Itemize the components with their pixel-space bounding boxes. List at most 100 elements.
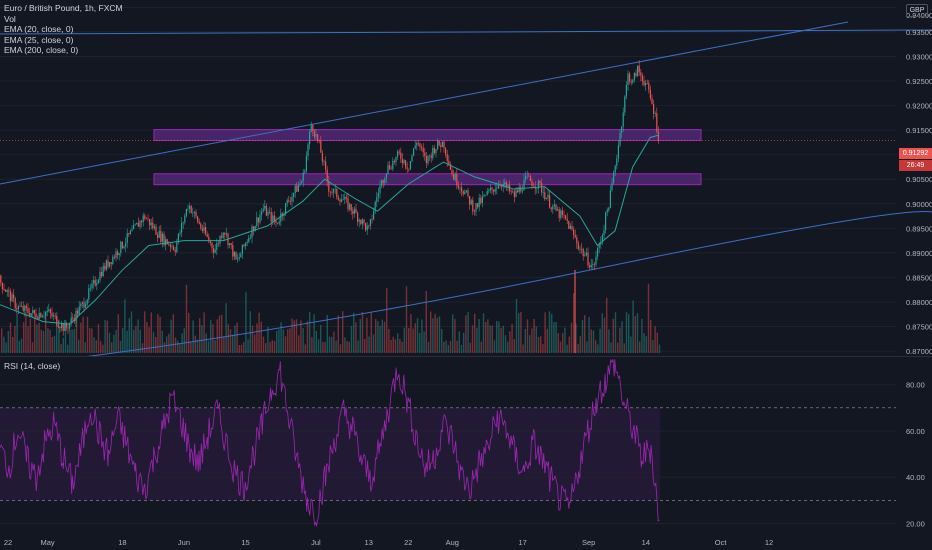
candle-body [187,208,189,210]
study-ema-25[interactable]: EMA (25, close, 0) [4,34,74,45]
candle-body [355,208,357,213]
candle-body [189,205,191,209]
volume-bar [243,341,245,353]
volume-bar [570,322,573,353]
rsi-chart[interactable]: 20.00 40.00 60.00 80.00 [0,357,932,535]
candle-body [14,298,16,309]
volume-bar [75,314,78,353]
price-tick-label: 0.92000 [906,102,932,111]
volume-bar [245,292,247,353]
candle-body [520,186,522,192]
candle-body [646,82,648,84]
candle-body [654,113,656,114]
candle-body [397,151,399,157]
volume-bar [573,293,575,353]
currency-button[interactable]: GBP [906,4,928,17]
candle-body [46,310,48,313]
candle-body [544,192,546,200]
volume-bar [507,341,509,353]
pane-separator[interactable] [0,356,932,357]
candle-body [246,241,248,244]
volume-bar [559,341,562,353]
candle-body [56,316,58,326]
volume-bar [478,319,480,353]
candle-body [475,203,477,212]
volume-bar [40,329,42,353]
candle-body [360,219,362,225]
ema-line [0,134,660,325]
candle-body [72,317,74,319]
candle-body [389,165,391,169]
volume-bar [632,300,634,353]
candle-body [392,160,394,169]
candle-body [320,140,322,153]
symbol-title[interactable]: Euro / British Pound, 1h, FXCM [4,3,123,13]
price-chart[interactable]: 0.87000 0.87500 0.88000 0.88500 0.89000 0.895… [0,0,932,356]
candle-body [211,242,213,249]
candle-body [77,310,79,315]
candle-body [533,185,535,187]
volume-bar [419,332,421,353]
volume-bar [588,317,590,353]
candle-body [296,185,298,192]
volume-bar [432,318,434,353]
rsi-pane[interactable]: 20.00 40.00 60.00 80.00 [0,357,932,535]
candle-body [350,204,352,211]
volume-bar [612,318,614,353]
volume-bar [480,341,482,353]
volume-bar [566,344,568,353]
candle-body [238,257,240,259]
volume-bar [372,334,375,353]
candle-body [219,236,221,244]
candle-body [536,188,538,189]
price-pane[interactable]: 0.87000 0.87500 0.88000 0.88500 0.89000 0.895… [0,0,932,356]
study-ema-20[interactable]: EMA (20, close, 0) [4,24,74,34]
candle-body [371,219,373,220]
volume-bar [130,311,133,353]
volume-bar [236,322,238,353]
time-tick-label: Jul [311,538,321,547]
time-axis[interactable]: 22 May 18 Jun 15 Jul 13 22 Aug 17 Sep 14 Oct 12 [0,535,932,550]
candle-body [376,196,378,202]
volume-bar [355,322,357,353]
candle-body [9,291,12,302]
candle-body [262,208,264,212]
candle-body [526,175,528,177]
study-vol[interactable]: Vol [4,13,16,24]
candle-body [565,215,567,219]
volume-bar [38,322,40,353]
volume-bar [311,337,313,353]
volume-bar [496,320,498,353]
candle-body [96,283,98,286]
time-tick-label: Sep [582,538,595,547]
study-ema-200[interactable]: EMA (200, close, 0) [4,45,79,55]
candle-body [225,233,228,235]
candle-body [606,210,608,213]
volume-bar [100,341,102,353]
candle-body [136,222,138,225]
candle-body [353,208,356,214]
candle-body [446,154,448,161]
candle-body [531,180,533,186]
candle-body [70,317,72,323]
candle-body [593,264,596,265]
volume-bar [80,322,82,353]
volume-bar [335,340,337,353]
candle-body [195,211,197,217]
volume-bar [364,339,366,353]
volume-bar [546,328,548,353]
candle-body [409,161,412,170]
time-tick-label: May [41,538,55,547]
candle-body [24,305,26,311]
rsi-title[interactable]: RSI (14, close) [4,361,61,371]
candle-body [403,160,405,164]
volume-bar [64,319,67,353]
candle-body [102,266,104,277]
rsi-tick-label: 20.00 [906,519,925,528]
candle-body [139,220,141,227]
candle-body [608,207,610,211]
candle-body [181,222,183,233]
candle-body [16,308,18,310]
candle-body [393,160,396,162]
candle-body [369,219,372,227]
